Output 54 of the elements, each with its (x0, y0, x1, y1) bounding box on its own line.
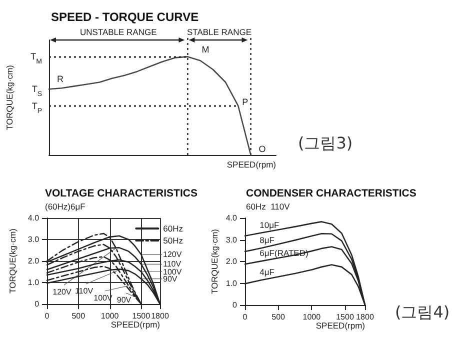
x-tick-label: 1500 (132, 312, 151, 320)
text: T$_{S}$ (32, 84, 42, 98)
ref-line-label: T$_{M}$ (30, 52, 42, 66)
x-axis-title: SPEED(rpm) (316, 320, 366, 330)
annotation: P (242, 96, 248, 107)
x-tick-label: 1500 (336, 312, 354, 322)
y-tick-label: 4.0 (28, 214, 40, 222)
y-tick-label: 3.0 (28, 235, 40, 244)
text: UNSTABLE RANGE (80, 27, 158, 37)
y-axis-title: TORQUE(kg·cm) (8, 228, 18, 294)
chart-title: CONDENSER CHARACTERISTICS (246, 188, 416, 200)
series-label: 8μF (260, 235, 274, 246)
legend-label: 50Hz (163, 236, 183, 246)
y-tick-label: 1.0 (226, 278, 238, 288)
x-axis-title: SPEED(rpm) (110, 320, 160, 330)
chart-subtitle: 60Hz 110V (246, 202, 290, 212)
x-tick-label: 500 (272, 312, 286, 322)
text: (그림4) (395, 302, 450, 322)
legend-label: 60Hz (163, 224, 183, 234)
text: STABLE RANGE (186, 27, 252, 37)
y-tick-label: 2.0 (226, 257, 238, 266)
y-tick-label: 0 (232, 300, 238, 310)
chart-title: VOLTAGE CHARACTERISTICS (45, 188, 198, 200)
annotation: 110V (163, 260, 182, 269)
y-tick-label: 1.0 (28, 278, 40, 287)
annotation: 100V (163, 267, 182, 276)
annotation: 90V (163, 274, 178, 284)
x-tick-label: 500 (72, 312, 86, 320)
x-tick-label: 1000 (302, 312, 322, 322)
text: (그림3) (298, 134, 353, 152)
series-label: 6μF(RATED) (260, 248, 308, 258)
x-tick-label: 1000 (100, 312, 120, 320)
chart-subtitle: (60Hz)6μF (45, 202, 86, 212)
annotation: R (57, 74, 64, 84)
x-axis-title: SPEED(rpm) (226, 160, 276, 170)
annotation: O (258, 144, 266, 154)
x-tick-label: 0 (242, 312, 248, 322)
annotation: 90V (116, 296, 132, 304)
series-label: 10μF (260, 220, 280, 230)
annotation: 120V (52, 288, 72, 296)
y-tick-label: 4.0 (226, 214, 238, 222)
series-label: 4μF (260, 266, 274, 277)
annotation: 120V (163, 250, 182, 260)
x-tick-label: 0 (44, 312, 50, 320)
y-tick-label: 0 (34, 300, 40, 308)
x-tick-label: 1800 (356, 312, 374, 322)
ref-line-label: T$_{P}$ (32, 100, 42, 114)
text: M (202, 44, 210, 55)
y-axis-title: TORQUE(kg·cm) (4, 64, 14, 130)
x-tick-label: 1800 (151, 312, 170, 320)
y-tick-label: 2.0 (28, 256, 40, 266)
y-axis-title: TORQUE(kg·cm) (210, 228, 220, 294)
y-tick-label: 3.0 (226, 235, 238, 244)
chart-title: SPEED - TORQUE CURVE (51, 10, 199, 24)
